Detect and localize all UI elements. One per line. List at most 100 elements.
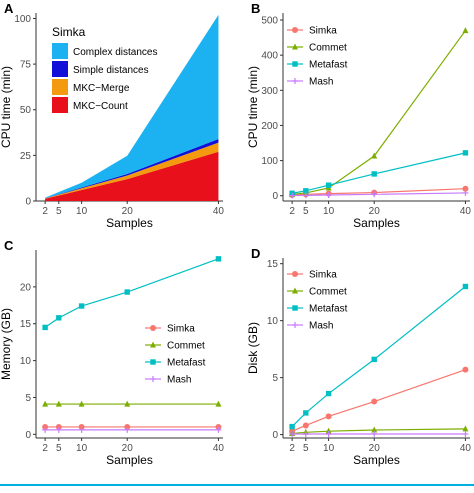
legend-label: Metafast: [309, 304, 348, 315]
legend-label: Complex distances: [73, 47, 157, 58]
legend-swatch: [52, 97, 68, 113]
panel-letter: C: [4, 238, 14, 253]
x-tick-label: 5: [303, 443, 309, 454]
legend: Simka Commet Metafast Mash: [145, 324, 206, 386]
marker-plus: [371, 191, 378, 198]
legend-label: Mash: [309, 77, 333, 88]
series-simka: [42, 423, 222, 430]
panel-letter: A: [4, 1, 14, 16]
marker-square: [215, 256, 222, 262]
area-complex-distances: [45, 14, 219, 199]
legend-label: Simka: [309, 270, 337, 281]
legend-label: Mash: [167, 375, 191, 386]
x-tick-label: 10: [323, 206, 335, 217]
y-tick-label: 10: [20, 356, 32, 367]
legend: Simka Commet Metafast Mash: [287, 270, 348, 332]
marker-triangle: [462, 425, 469, 432]
y-tick-label: 5: [25, 393, 31, 404]
x-tick-label: 20: [122, 443, 134, 454]
marker-plus: [215, 426, 222, 433]
x-axis-title: Samples: [353, 453, 400, 467]
panel-letter: B: [251, 1, 260, 16]
marker-plus: [462, 189, 469, 196]
legend-swatch: [52, 43, 68, 59]
marker-triangle: [55, 400, 62, 407]
series-commet: [42, 400, 222, 407]
bottom-rule: [0, 484, 474, 486]
marker-square: [56, 315, 62, 321]
series-metafast: [289, 150, 469, 196]
y-tick-label: 0: [25, 430, 31, 441]
y-tick-label: 5: [272, 373, 278, 384]
y-axis-title: CPU time (min): [246, 66, 260, 148]
y-tick-label: 100: [14, 14, 31, 25]
marker-triangle: [371, 152, 378, 159]
x-tick-label: 10: [76, 206, 88, 217]
marker-circle: [150, 325, 156, 331]
y-tick-label: 50: [20, 105, 32, 116]
legend-label: Mash: [309, 321, 333, 332]
marker-triangle: [124, 400, 131, 407]
marker-square: [124, 289, 130, 295]
legend-label: Commet: [167, 341, 205, 352]
marker-plus: [150, 376, 156, 382]
x-axis-title: Samples: [106, 453, 153, 467]
y-tick-label: 25: [20, 151, 32, 162]
x-tick-label: 40: [460, 443, 472, 454]
series-line: [291, 369, 466, 432]
marker-square: [371, 356, 377, 363]
x-tick-label: 5: [56, 443, 62, 454]
marker-circle: [462, 185, 469, 192]
marker-plus: [302, 192, 309, 199]
y-axis-title: Disk (GB): [246, 322, 260, 374]
marker-square: [78, 303, 85, 309]
series-simka: [289, 185, 469, 199]
series-mash: [42, 426, 222, 433]
marker-square: [462, 283, 469, 290]
y-tick-label: 400: [261, 51, 278, 62]
area-mkc-count: [45, 151, 219, 201]
marker-circle: [462, 366, 469, 373]
y-tick-label: 75: [20, 60, 32, 71]
x-tick-label: 20: [122, 206, 134, 217]
x-tick-label: 20: [369, 206, 381, 217]
series-line: [292, 152, 466, 194]
x-tick-label: 40: [213, 443, 225, 454]
x-tick-label: 40: [460, 206, 472, 217]
x-tick-label: 2: [42, 443, 48, 454]
y-tick-label: 300: [261, 86, 278, 97]
series-metafast: [42, 256, 222, 331]
marker-square: [325, 390, 332, 397]
series-line: [44, 258, 219, 328]
legend: Simka Complex distances Simple distances MK…: [52, 25, 157, 113]
marker-square: [289, 423, 295, 430]
x-tick-label: 10: [76, 443, 88, 454]
legend-label: Simka: [309, 26, 337, 37]
y-tick-label: 15: [20, 319, 32, 330]
marker-plus: [462, 431, 469, 438]
y-tick-label: 20: [20, 282, 32, 293]
series-line: [292, 30, 466, 195]
marker-plus: [371, 431, 378, 438]
y-tick-label: 200: [261, 121, 278, 132]
legend-label: MKC−Count: [73, 101, 128, 112]
marker-triangle: [292, 43, 298, 50]
y-axis-title: CPU time (min): [0, 66, 13, 148]
series-simka: [289, 366, 469, 435]
legend-label: MKC−Merge: [73, 83, 130, 94]
x-axis-title: Samples: [353, 216, 400, 230]
panel-b: B 0 100 200 300 400 500 2 5 10 20 40 Samples CPU time…: [246, 1, 471, 230]
marker-triangle: [292, 287, 298, 294]
legend-label: Metafast: [309, 60, 348, 71]
marker-plus: [292, 322, 298, 328]
marker-plus: [124, 426, 131, 433]
y-axis-title: Memory (GB): [0, 308, 13, 380]
legend-label: Metafast: [167, 358, 206, 369]
marker-square: [292, 305, 298, 311]
marker-circle: [302, 422, 309, 429]
marker-plus: [289, 192, 296, 199]
series-mash: [289, 431, 469, 438]
marker-square: [462, 150, 469, 156]
